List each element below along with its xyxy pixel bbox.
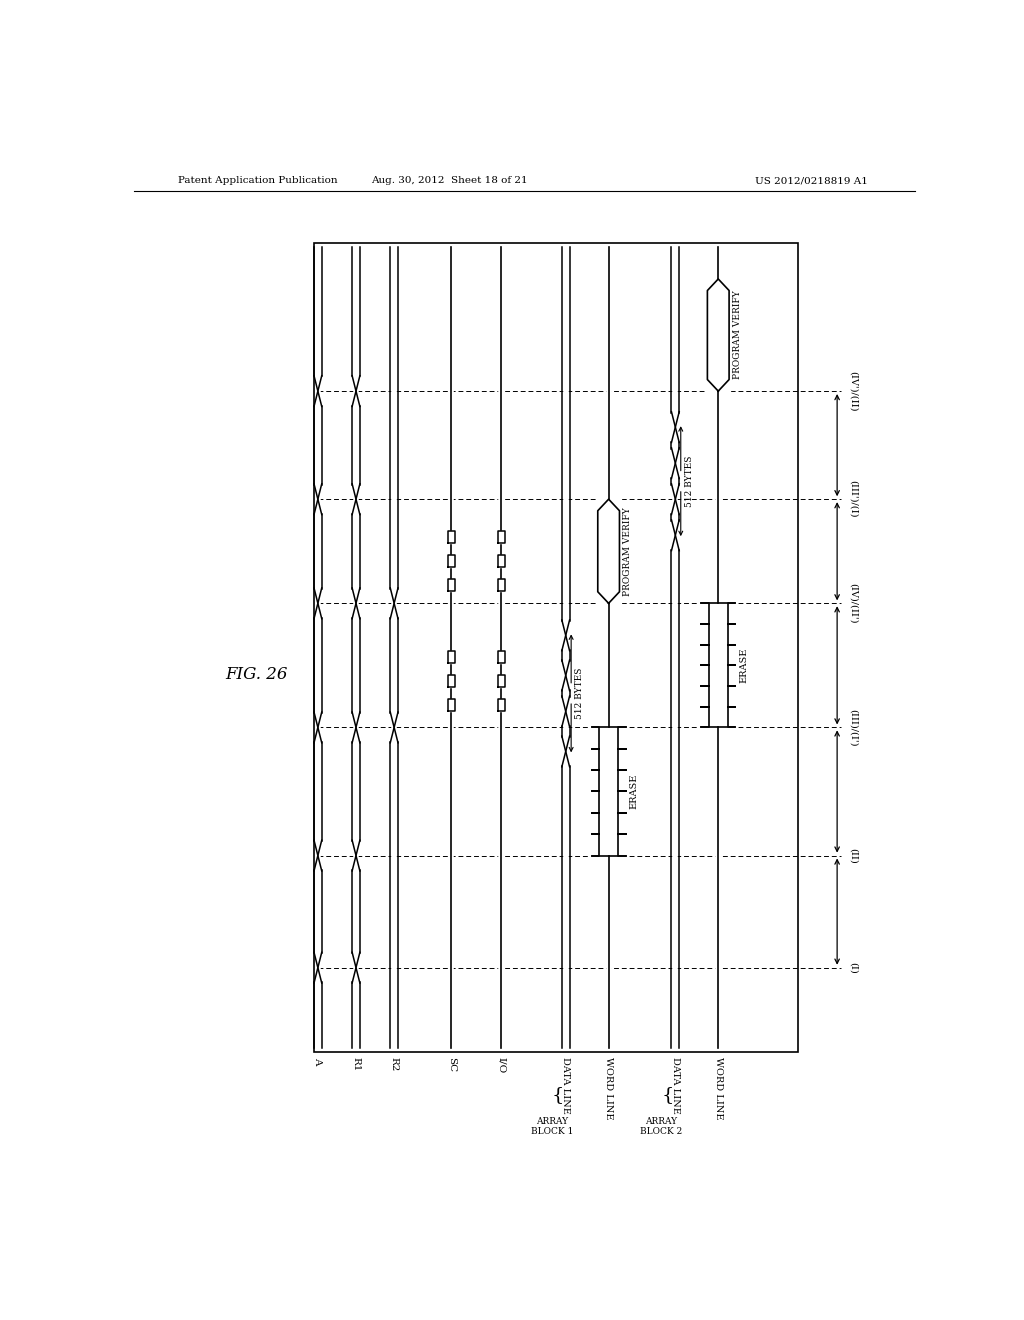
Text: SC: SC xyxy=(446,1057,456,1072)
Text: US 2012/0218819 A1: US 2012/0218819 A1 xyxy=(756,176,868,185)
Text: (II): (II) xyxy=(849,847,858,863)
Text: I/O: I/O xyxy=(497,1057,506,1073)
Text: {: { xyxy=(662,1086,674,1105)
Text: Patent Application Publication: Patent Application Publication xyxy=(178,176,338,185)
Text: 512 BYTES: 512 BYTES xyxy=(685,455,693,507)
Text: A: A xyxy=(313,1057,323,1064)
Text: 512 BYTES: 512 BYTES xyxy=(575,668,584,719)
Text: (III')/(I): (III')/(I) xyxy=(849,480,858,517)
Text: (III)/(I'): (III)/(I') xyxy=(849,709,858,746)
Text: ARRAY
BLOCK 1: ARRAY BLOCK 1 xyxy=(530,1117,573,1137)
Text: PROGRAM VERIFY: PROGRAM VERIFY xyxy=(733,290,742,379)
Bar xyxy=(314,243,799,1052)
Text: DATA LINE: DATA LINE xyxy=(561,1057,570,1114)
Text: WORD LINE: WORD LINE xyxy=(714,1057,723,1119)
Text: R2: R2 xyxy=(390,1057,398,1072)
Text: ERASE: ERASE xyxy=(739,648,749,682)
Text: DATA LINE: DATA LINE xyxy=(671,1057,680,1114)
Text: PROGRAM VERIFY: PROGRAM VERIFY xyxy=(624,507,633,595)
Text: R1: R1 xyxy=(351,1057,360,1072)
Text: (IV')/(II): (IV')/(II) xyxy=(849,371,858,412)
Text: Aug. 30, 2012  Sheet 18 of 21: Aug. 30, 2012 Sheet 18 of 21 xyxy=(372,176,528,185)
Text: ERASE: ERASE xyxy=(630,774,639,809)
Text: (I): (I) xyxy=(849,962,858,974)
Text: (IV)/(II'): (IV)/(II') xyxy=(849,583,858,623)
Text: ARRAY
BLOCK 2: ARRAY BLOCK 2 xyxy=(640,1117,683,1137)
Text: {: { xyxy=(552,1086,564,1105)
Text: FIG. 26: FIG. 26 xyxy=(225,665,288,682)
Text: WORD LINE: WORD LINE xyxy=(604,1057,613,1119)
